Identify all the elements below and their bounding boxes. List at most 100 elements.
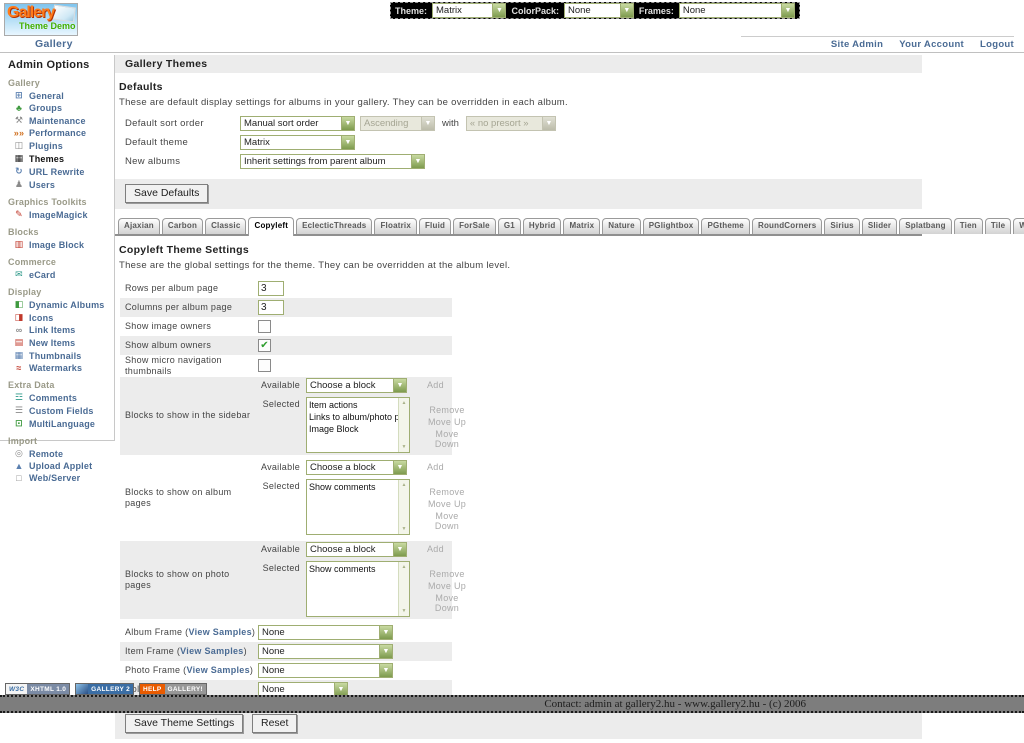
sidebar-item-web-server[interactable]: □ Web/Server (13, 473, 112, 483)
tab-pglightbox[interactable]: PGlightbox (642, 218, 700, 234)
view-samples-link[interactable]: View Samples (180, 645, 244, 656)
remove-block-button[interactable]: Remove (429, 405, 465, 416)
list-item[interactable]: Show comments (309, 482, 376, 493)
sidebar-item-groups[interactable]: ♣ Groups (13, 103, 112, 113)
available-blocks-select[interactable]: Choose a block ▼ (306, 378, 407, 394)
tab-floatrix[interactable]: Floatrix (374, 218, 417, 234)
tab-splatbang[interactable]: Splatbang (899, 218, 952, 234)
colorpack-select[interactable]: None ▼ (564, 3, 634, 18)
sidebar-item-ecard[interactable]: ✉ eCard (13, 269, 112, 280)
available-blocks-select[interactable]: Choose a block ▼ (306, 542, 407, 558)
sidebar-item-general[interactable]: ⊞ General (13, 90, 112, 101)
sidebar-item-watermarks[interactable]: ≈ Watermarks (13, 363, 112, 373)
listbox-scrollbar[interactable]: ▲ ▼ (398, 398, 409, 453)
list-item[interactable]: Image Block (309, 424, 359, 435)
list-item[interactable]: Links to album/photo peers (309, 412, 398, 423)
tab-classic[interactable]: Classic (205, 218, 247, 234)
sidebar-item-icons[interactable]: ◨ Icons (13, 312, 112, 323)
tab-carbon[interactable]: Carbon (161, 218, 204, 234)
move-up-button[interactable]: Move Up (427, 417, 467, 428)
default-theme-select[interactable]: Matrix ▼ (240, 135, 355, 150)
item-frame-select[interactable]: None ▼ (258, 643, 393, 659)
save-theme-settings-button[interactable]: Save Theme Settings (125, 713, 244, 733)
rows-per-page-input[interactable] (258, 281, 284, 296)
sidebar-item-upload-applet[interactable]: ▲ Upload Applet (13, 461, 112, 471)
list-item[interactable]: Show comments (309, 564, 376, 575)
sidebar-item-themes[interactable]: ▦ Themes (13, 153, 112, 164)
show-micro-nav-checkbox[interactable] (258, 359, 271, 373)
sort-order-select[interactable]: Manual sort order ▼ (240, 116, 355, 131)
sidebar-item-url-rewrite[interactable]: ↻ URL Rewrite (13, 166, 112, 177)
tab-sirius[interactable]: Sirius (824, 218, 860, 234)
view-samples-link[interactable]: View Samples (186, 664, 250, 675)
tab-hybrid[interactable]: Hybrid (522, 218, 562, 234)
sidebar-item-new-items[interactable]: ▤ New Items (13, 337, 112, 348)
tab-wordpressembedded[interactable]: WordpressEmbedded (1013, 218, 1024, 234)
remove-block-button[interactable]: Remove (429, 569, 465, 580)
w3c-xhtml-badge[interactable]: W3C XHTML 1.0 (5, 683, 71, 695)
gallery-logo[interactable]: Gallery Theme Demo (4, 3, 78, 36)
move-down-button[interactable]: Move Down (434, 429, 460, 450)
site-admin-link[interactable]: Site Admin (830, 39, 884, 50)
available-blocks-select[interactable]: Choose a block ▼ (306, 460, 407, 476)
tab-pgtheme[interactable]: PGtheme (701, 218, 750, 234)
sidebar-item-image-block[interactable]: ▥ Image Block (13, 239, 112, 250)
show-album-owners-checkbox[interactable]: ✔ (258, 339, 271, 352)
listbox-scrollbar[interactable]: ▲ ▼ (398, 562, 409, 617)
photo-frame-select[interactable]: None ▼ (258, 662, 393, 678)
sidebar-item-performance[interactable]: »» Performance (13, 128, 112, 138)
sidebar-item-custom-fields[interactable]: ☰ Custom Fields (13, 405, 112, 416)
tab-fluid[interactable]: Fluid (418, 218, 452, 234)
tab-roundcorners[interactable]: RoundCorners (751, 218, 823, 234)
tab-matrix[interactable]: Matrix (563, 218, 601, 234)
logout-link[interactable]: Logout (980, 39, 1014, 50)
tab-eclecticthreads[interactable]: EclecticThreads (296, 218, 373, 234)
list-item[interactable]: Item actions (309, 400, 358, 411)
cols-per-page-input[interactable] (258, 300, 284, 315)
add-block-button[interactable]: Add (427, 462, 444, 473)
tab-nature[interactable]: Nature (602, 218, 641, 234)
photo-frame-row: Photo Frame (View Samples) None ▼ (120, 661, 452, 680)
listbox-scrollbar[interactable]: ▲ ▼ (398, 480, 409, 535)
tab-g1[interactable]: G1 (497, 218, 521, 234)
move-down-button[interactable]: Move Down (434, 511, 460, 532)
move-down-button[interactable]: Move Down (434, 593, 460, 614)
breadcrumb[interactable]: Gallery (35, 38, 73, 50)
tab-tien[interactable]: Tien (953, 218, 983, 234)
sidebar-item-multilanguage[interactable]: ⊡ MultiLanguage (13, 418, 112, 429)
tab-tile[interactable]: Tile (984, 218, 1012, 234)
sidebar-item-remote[interactable]: ◎ Remote (13, 448, 112, 459)
gallery2-badge[interactable]: GALLERY 2 (75, 683, 134, 695)
selected-label: Selected (262, 563, 300, 574)
show-image-owners-checkbox[interactable] (258, 320, 271, 333)
new-albums-select[interactable]: Inherit settings from parent album ▼ (240, 154, 425, 169)
add-block-button[interactable]: Add (427, 544, 444, 555)
sidebar-item-thumbnails[interactable]: ▦ Thumbnails (13, 350, 112, 361)
your-account-link[interactable]: Your Account (899, 39, 965, 50)
reset-button[interactable]: Reset (251, 713, 298, 733)
save-defaults-button[interactable]: Save Defaults (125, 184, 209, 203)
tab-ajaxian[interactable]: Ajaxian (118, 218, 160, 234)
help-gallery-badge[interactable]: HELP GALLERY! (139, 683, 207, 695)
tab-forsale[interactable]: ForSale (453, 218, 496, 234)
sidebar-item-link-items[interactable]: ∞ Link Items (13, 325, 112, 335)
sidebar-item-comments[interactable]: ☲ Comments (13, 392, 112, 403)
selected-blocks-listbox[interactable]: Show comments ▲ ▼ (306, 479, 410, 536)
add-block-button[interactable]: Add (427, 380, 444, 391)
selected-blocks-listbox[interactable]: Show comments ▲ ▼ (306, 561, 410, 618)
tab-copyleft[interactable]: Copyleft (248, 217, 295, 236)
sidebar-item-maintenance[interactable]: ⚒ Maintenance (13, 115, 112, 126)
move-up-button[interactable]: Move Up (427, 581, 467, 592)
sidebar-item-users[interactable]: ♟ Users (13, 179, 112, 190)
tab-slider[interactable]: Slider (861, 218, 898, 234)
sidebar-item-imagemagick[interactable]: ✎ ImageMagick (13, 209, 112, 220)
remove-block-button[interactable]: Remove (429, 487, 465, 498)
sidebar-item-dynamic-albums[interactable]: ◧ Dynamic Albums (13, 299, 112, 310)
theme-select[interactable]: Matrix ▼ (432, 3, 507, 18)
selected-blocks-listbox[interactable]: Item actions Links to album/photo peers … (306, 397, 410, 454)
move-up-button[interactable]: Move Up (427, 499, 467, 510)
frames-select[interactable]: None ▼ (678, 3, 796, 18)
sidebar-item-plugins[interactable]: ◫ Plugins (13, 140, 112, 151)
view-samples-link[interactable]: View Samples (188, 626, 252, 637)
album-frame-select[interactable]: None ▼ (258, 624, 393, 640)
